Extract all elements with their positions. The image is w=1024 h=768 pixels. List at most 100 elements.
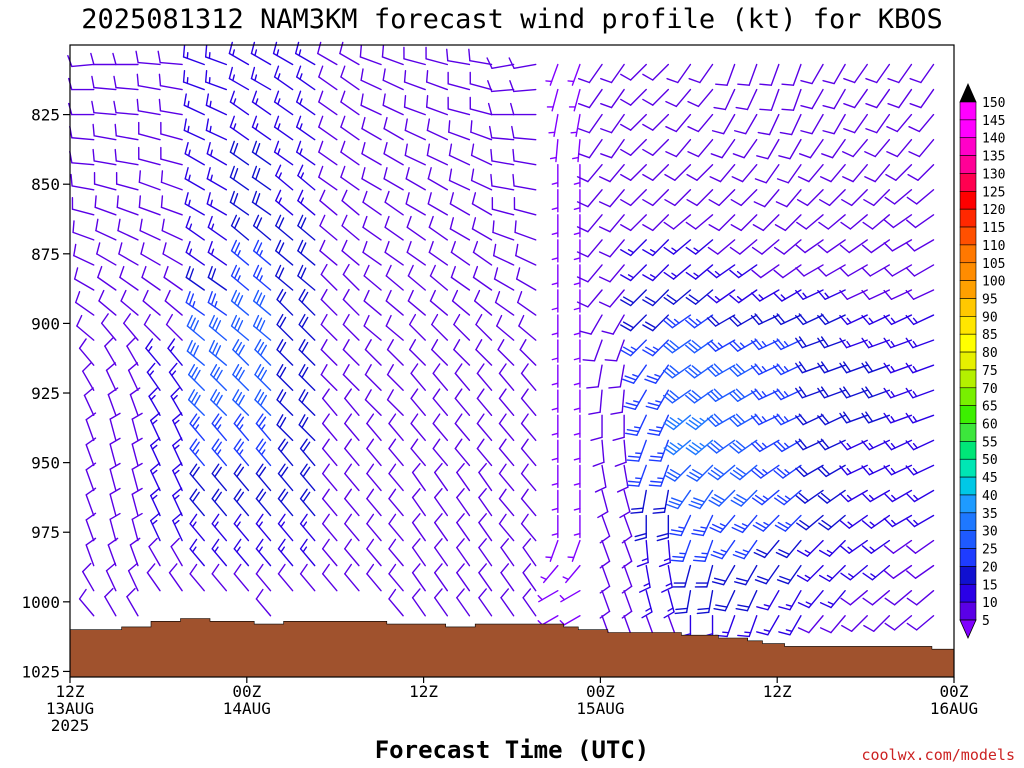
wind-barb bbox=[862, 564, 891, 581]
wind-barb bbox=[411, 563, 426, 592]
wind-barb bbox=[210, 364, 228, 391]
wind-barb bbox=[642, 138, 670, 156]
wind-barb bbox=[160, 146, 183, 166]
wind-barb bbox=[551, 214, 559, 238]
legend-swatch bbox=[959, 244, 977, 264]
wind-barb bbox=[498, 363, 515, 391]
wind-barb bbox=[119, 265, 139, 291]
wind-barb bbox=[233, 563, 250, 592]
wind-barb bbox=[470, 143, 493, 166]
wind-barb bbox=[551, 439, 559, 464]
wind-barb bbox=[230, 314, 250, 341]
wind-barb bbox=[759, 63, 780, 86]
wind-barb bbox=[562, 564, 581, 584]
wind-barb bbox=[403, 46, 426, 66]
wind-barb bbox=[116, 195, 139, 216]
wind-barb bbox=[472, 265, 493, 291]
wind-barb bbox=[104, 587, 117, 617]
wind-barb bbox=[254, 389, 272, 416]
wind-barb bbox=[92, 123, 117, 141]
wind-barb bbox=[861, 264, 891, 277]
wind-barb bbox=[707, 289, 736, 304]
wind-barb bbox=[729, 289, 758, 304]
wind-barb bbox=[887, 88, 913, 109]
wind-barb bbox=[104, 337, 117, 366]
wind-barb bbox=[610, 389, 625, 415]
legend-label: 20 bbox=[982, 560, 998, 575]
wind-barb bbox=[425, 46, 449, 66]
wind-barb bbox=[469, 71, 493, 91]
wind-barb bbox=[772, 313, 802, 326]
wind-barb bbox=[750, 289, 780, 302]
legend-label: 105 bbox=[982, 257, 1005, 272]
wind-barb bbox=[686, 189, 714, 207]
wind-barb bbox=[551, 339, 559, 363]
wind-barb bbox=[520, 363, 537, 391]
wind-barb bbox=[905, 439, 935, 451]
wind-barb bbox=[577, 63, 603, 84]
wind-barb bbox=[319, 239, 338, 266]
wind-barb bbox=[385, 289, 404, 316]
wind-barb bbox=[131, 437, 143, 467]
wind-barb bbox=[362, 215, 382, 241]
wind-barb bbox=[251, 90, 272, 116]
wind-barb bbox=[576, 189, 603, 208]
wind-barb bbox=[687, 138, 714, 158]
wind-barb bbox=[508, 57, 537, 70]
wind-barb bbox=[187, 364, 205, 391]
wind-barb bbox=[906, 615, 935, 631]
wind-barb bbox=[750, 363, 780, 376]
wind-barb bbox=[570, 113, 581, 137]
wind-barb bbox=[839, 264, 868, 277]
plot-area bbox=[67, 41, 955, 678]
wind-barb bbox=[157, 50, 183, 66]
wind-barb bbox=[403, 95, 426, 116]
wind-barb bbox=[614, 439, 627, 467]
wind-barb bbox=[706, 314, 736, 327]
wind-barb bbox=[277, 488, 294, 517]
wind-barb bbox=[298, 313, 316, 341]
wind-barb bbox=[515, 243, 537, 266]
wind-barb bbox=[540, 564, 559, 584]
wind-barb bbox=[520, 463, 537, 492]
wind-barb bbox=[298, 389, 316, 416]
wind-barb bbox=[254, 364, 272, 391]
legend-label: 85 bbox=[982, 328, 998, 343]
wind-barb bbox=[626, 464, 647, 487]
legend-swatch bbox=[959, 101, 977, 121]
legend-label: 15 bbox=[982, 578, 998, 593]
wind-barb bbox=[600, 113, 625, 134]
legend-swatch bbox=[959, 530, 977, 549]
wind-barb bbox=[612, 414, 625, 441]
wind-barb bbox=[366, 488, 382, 517]
wind-barb bbox=[182, 69, 205, 91]
wind-barb bbox=[383, 116, 404, 141]
wind-barb bbox=[112, 52, 139, 66]
wind-barb bbox=[861, 539, 891, 554]
wind-barb bbox=[819, 615, 846, 634]
wind-barb bbox=[275, 239, 294, 266]
wind-barb bbox=[211, 413, 228, 442]
wind-barb bbox=[694, 564, 714, 588]
wind-barb bbox=[321, 438, 338, 467]
wind-barb bbox=[172, 437, 183, 467]
wind-barb bbox=[885, 164, 913, 181]
wind-barb bbox=[861, 289, 891, 301]
legend-swatch bbox=[959, 583, 977, 603]
legend-swatch bbox=[959, 405, 977, 424]
wind-barb bbox=[842, 164, 868, 183]
wind-barb bbox=[109, 512, 121, 542]
wind-barb bbox=[863, 189, 891, 207]
wind-barb bbox=[864, 138, 891, 158]
wind-barb bbox=[211, 513, 228, 542]
wind-barb bbox=[434, 513, 449, 542]
wind-barb bbox=[361, 141, 382, 166]
wind-barb bbox=[114, 123, 139, 141]
wind-barb bbox=[428, 215, 449, 241]
wind-barb bbox=[685, 389, 714, 404]
wind-barb bbox=[883, 314, 913, 326]
wind-barb bbox=[840, 589, 868, 606]
wind-barb bbox=[841, 615, 868, 633]
wind-barb bbox=[642, 63, 670, 81]
wind-barb bbox=[863, 615, 891, 633]
